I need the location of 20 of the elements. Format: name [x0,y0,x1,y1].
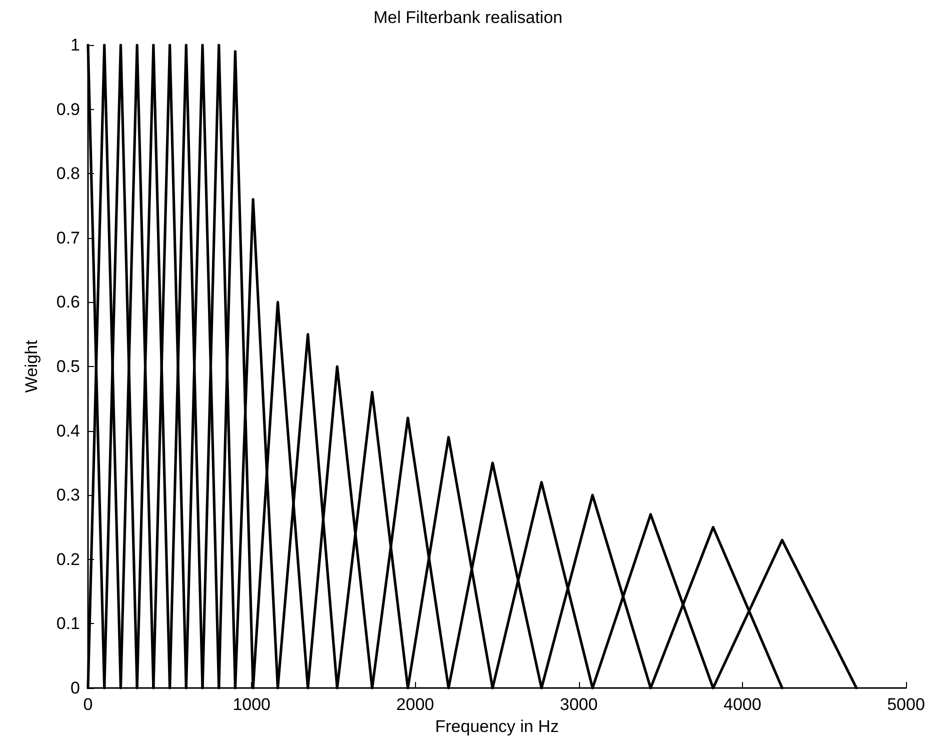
y-tick-label: 0 [70,678,80,698]
x-tick-label: 2000 [396,695,434,714]
y-tick-label: 0.1 [56,614,80,634]
y-axis-title: Weight [22,340,41,393]
x-axis-title: Frequency in Hz [435,716,559,736]
y-tick-label: 0.4 [56,421,80,440]
x-tick-label: 1000 [232,695,271,714]
x-tick-label: 0 [83,695,93,714]
y-tick-label: 1 [70,36,80,54]
y-tick-label: 0.8 [56,164,80,184]
x-tick-label: 3000 [560,695,598,714]
x-tick-label: 4000 [723,695,762,714]
y-tick-label: 0.7 [56,228,80,248]
y-tick-label: 0.2 [56,550,80,569]
y-tick-label: 0.3 [56,486,80,505]
chart-title: Mel Filterbank realisation [374,8,562,27]
x-tick-label: 5000 [887,695,925,714]
y-tick-label: 0.6 [56,292,80,312]
y-tick-label: 0.5 [56,357,80,376]
y-tick-label: 0.9 [56,100,80,119]
